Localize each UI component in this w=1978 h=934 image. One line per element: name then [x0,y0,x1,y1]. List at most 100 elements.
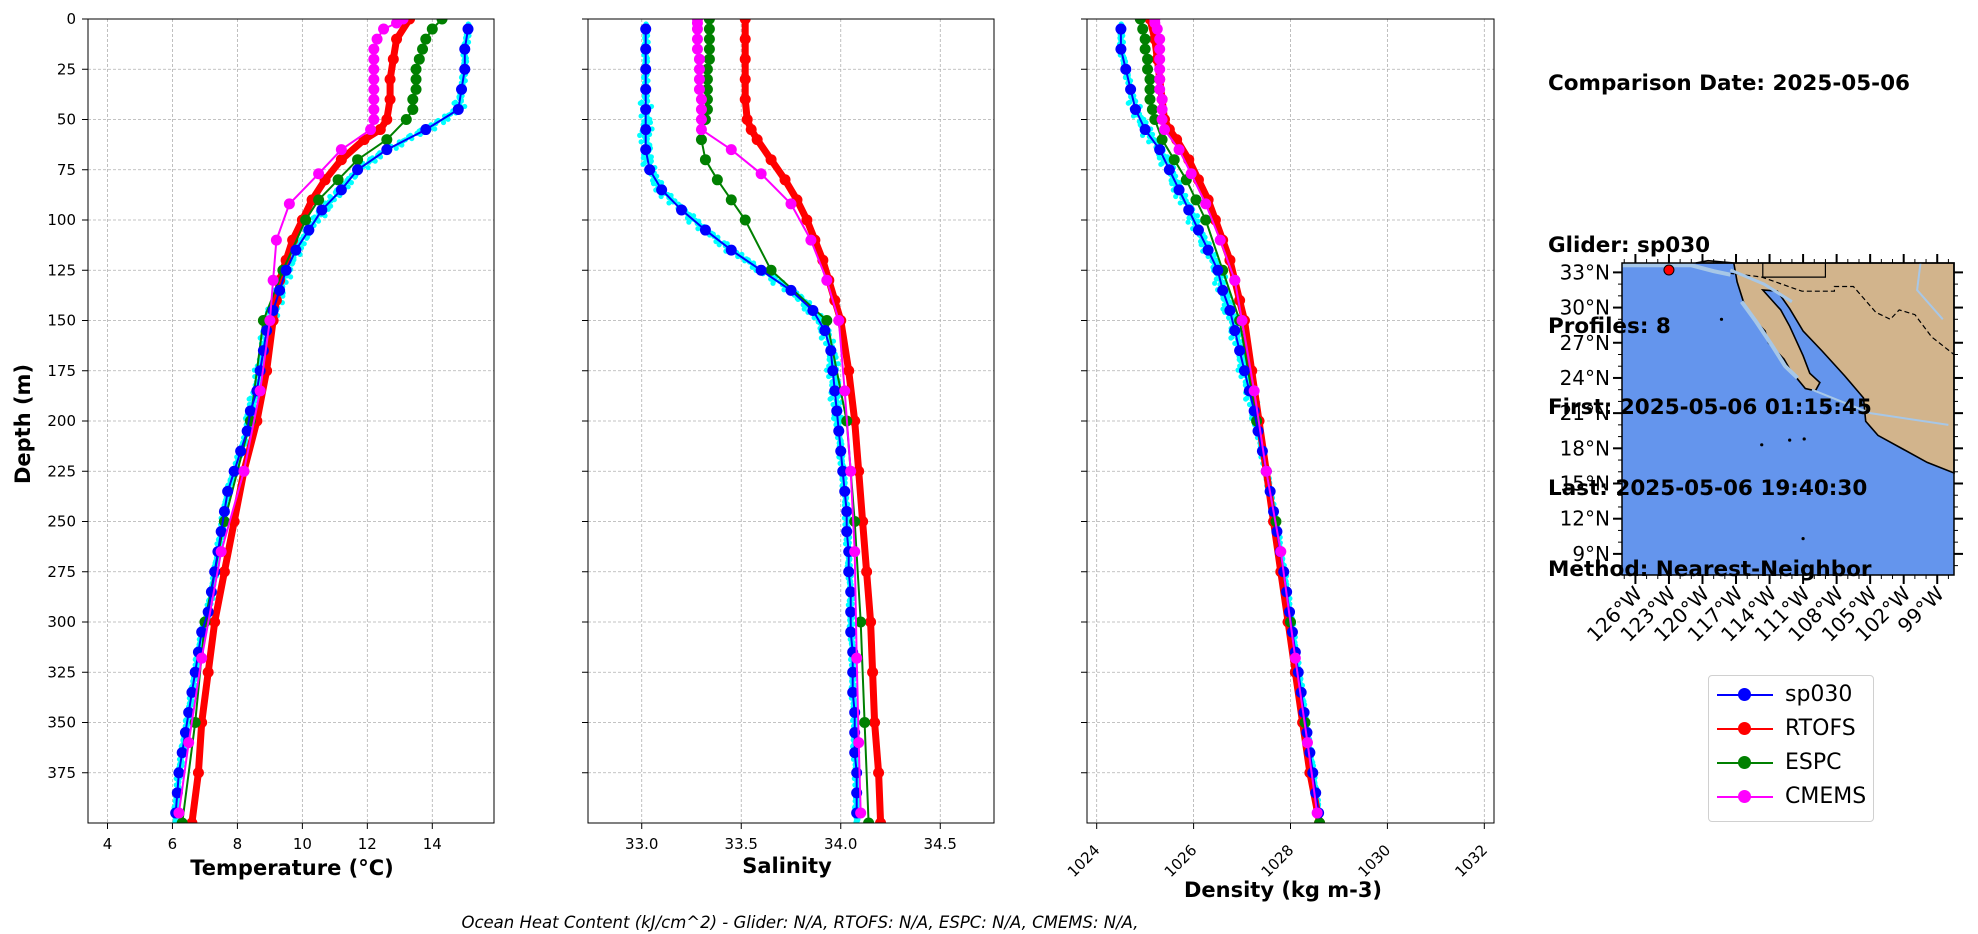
glider-raw-point [648,154,654,160]
glider-raw-point [1173,193,1179,200]
point-cmems [1260,465,1272,477]
point-cmems [853,737,865,749]
point-cmems [693,53,705,65]
map-island [1719,317,1724,321]
point-sp030 [640,144,652,156]
point-espc [711,174,723,186]
glider-raw-point [288,274,294,280]
legend-label-espc: ESPC [1785,750,1842,775]
point-espc [420,33,432,45]
map-island [1788,438,1792,442]
ylabel-depth: Depth (m) [11,364,35,484]
y-tick-label: 350 [47,714,76,732]
point-espc [849,516,861,527]
point-sp030 [656,184,668,196]
point-sp030 [755,264,767,276]
point-cmems [368,93,380,105]
point-sp030 [186,686,198,698]
profile-count: Profiles: 8 [1548,314,1671,339]
point-sp030 [1224,304,1236,316]
point-sp030 [1154,144,1166,156]
point-cmems [196,652,208,664]
ocean-heat-content-note: Ocean Heat Content (kJ/cm^2) - Glider: N… [461,913,1139,932]
point-espc [300,214,312,226]
point-rtofs [218,566,230,578]
point-sp030 [202,606,214,618]
point-sp030 [849,747,861,759]
point-rtofs [861,566,873,578]
glider-raw-point [801,306,807,312]
map-border-dashed [1721,271,1955,355]
point-sp030 [274,284,286,296]
point-sp030 [831,405,843,417]
point-sp030 [640,124,652,136]
glider-raw-point [781,287,787,293]
point-cmems [365,124,377,136]
glider-raw-point [451,100,457,106]
point-cmems [1154,73,1166,85]
xlabel-salinity: Salinity [742,854,832,878]
map-river [1729,268,1793,303]
point-sp030 [1229,325,1241,337]
point-sp030 [1234,345,1246,357]
glider-raw-point [365,164,371,171]
point-sp030 [189,666,201,678]
point-cmems [1236,315,1248,326]
glider-raw-point [1221,302,1227,308]
point-sp030 [845,586,857,598]
panel-temperature: 4 6 8 10 12 14 0 25 50 75 100 125 150 175 200 225 250 275… [47,10,495,853]
point-cmems [845,465,857,477]
point-rtofs [865,616,877,628]
point-espc [695,134,707,146]
point-sp030 [644,164,656,176]
y-tick-label: 150 [47,312,76,330]
glider-raw-point [246,396,252,402]
point-sp030 [1173,184,1185,196]
point-rtofs [843,365,855,377]
x-tick-label: 1028 [1258,841,1298,881]
point-cmems [1289,652,1301,664]
x-tick-label: 8 [233,835,243,853]
point-cmems [695,93,707,105]
glider-raw-point [686,219,692,225]
point-espc [863,817,875,823]
point-espc [703,33,715,45]
point-cmems [1248,385,1260,397]
point-sp030 [261,325,273,337]
point-sp030 [381,144,393,156]
point-cmems [1275,546,1287,558]
comparison-date: Comparison Date: 2025-05-06 [1548,71,1911,96]
point-cmems [378,23,390,35]
point-sp030 [640,83,652,95]
point-cmems [695,114,707,125]
point-sp030 [843,566,855,578]
map-lat-label: 18°N [1560,436,1610,460]
point-espc [703,53,715,65]
point-cmems [335,144,347,156]
point-cmems [691,43,703,55]
point-sp030 [244,405,256,417]
point-rtofs [391,33,403,45]
legend-item-cmems: CMEMS [1709,780,1873,814]
point-cmems [693,83,705,95]
point-espc [410,63,422,75]
point-sp030 [699,224,711,236]
glider-raw-point [1177,200,1183,206]
point-rtofs [873,767,885,779]
glider-raw-point [638,113,644,119]
point-espc [400,114,412,125]
point-cmems [313,168,325,180]
point-rtofs [739,93,751,105]
point-cmems [695,124,707,136]
point-sp030 [1125,83,1137,95]
point-espc [701,83,713,95]
legend-label-rtofs: RTOFS [1785,716,1856,741]
y-tick-label: 25 [57,60,76,78]
x-tick-label: 4 [103,835,113,853]
point-espc [352,154,364,166]
point-cmems [368,83,380,95]
point-espc [855,616,867,628]
point-sp030 [303,224,315,236]
glider-raw-point [440,119,447,126]
